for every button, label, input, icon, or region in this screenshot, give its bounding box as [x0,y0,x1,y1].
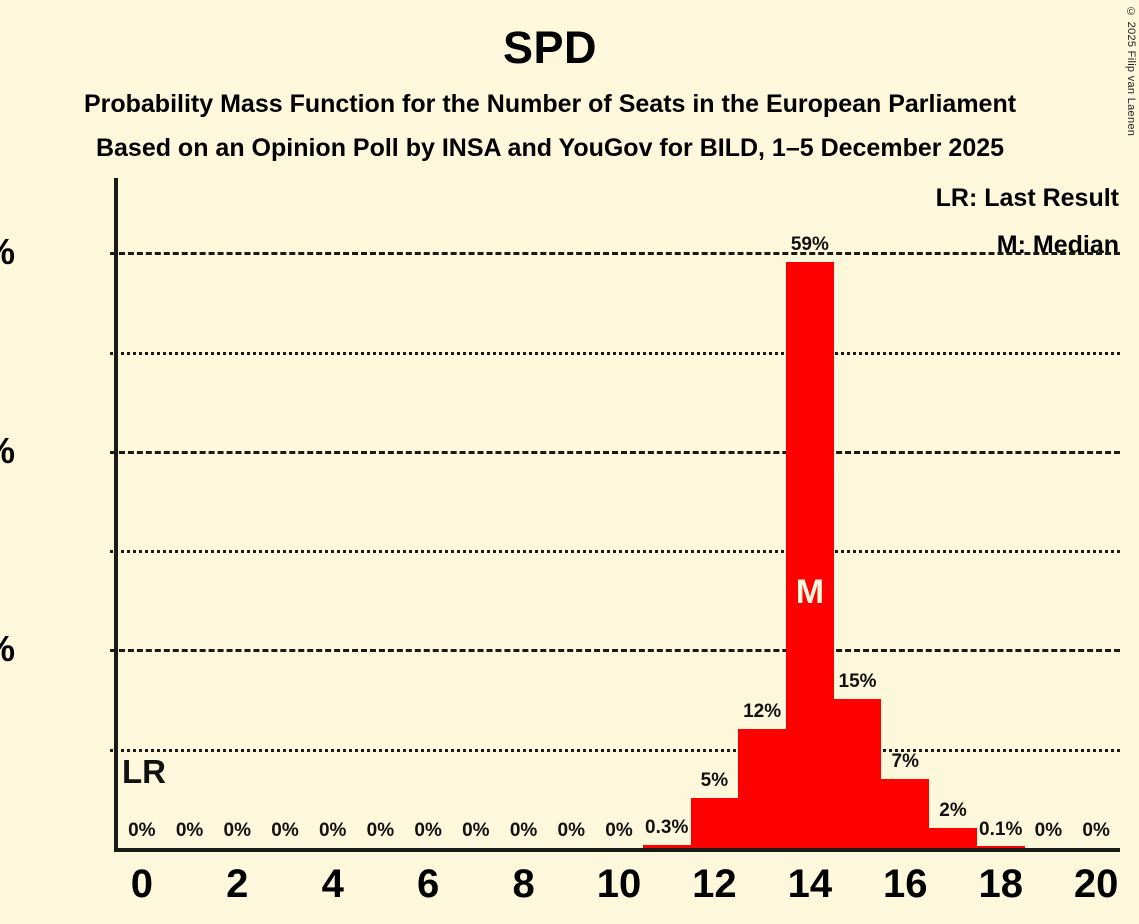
y-tick-label: 60% [0,231,15,273]
bar-value-label: 59% [790,234,829,256]
bar-value-label: 0% [605,820,633,841]
y-tick-label: 20% [0,628,15,670]
bar-value-label: 5% [700,770,729,792]
bar-value-label: 2% [939,800,967,822]
bar-value-label: 12% [743,700,782,722]
bar-value-label: 0% [509,820,538,841]
bar-value-label: 15% [838,671,877,693]
chart-subtitle: Probability Mass Function for the Number… [83,90,1017,118]
x-tick-label: 16 [883,862,928,906]
x-tick-label: 6 [417,862,440,906]
copyright-notice: © 2025 Filip van Laenen [1125,6,1137,137]
plot-area: 0% 0% 0% 0% 0% 0% 0% 0% 0% 0% 0% 0.3% 5% 12% M 59% 15% 7%… [110,178,1120,852]
bar-value-label: 0.3% [645,817,689,839]
bar [881,778,930,848]
legend-last-result: LR: Last Result [935,184,1119,212]
gridline-minor [110,748,1120,752]
gridline-major [110,649,1120,653]
x-tick-label: 10 [596,862,642,906]
x-axis-line [114,848,1120,852]
bar-value-label: 0% [175,820,204,841]
gridline-minor [110,351,1120,355]
bar-value-label: 0% [1082,820,1110,841]
x-tick-label: 4 [321,862,344,906]
bar [929,828,977,848]
bar-value-label: 0% [318,820,347,841]
x-tick-label: 20 [1073,862,1119,906]
title-block: SPD Probability Mass Function for the Nu… [0,0,1100,163]
bar-value-label: 0% [223,820,251,841]
bar [833,699,882,848]
bar [642,845,691,848]
page-title: SPD [502,22,598,73]
bar-value-label: 0.1% [979,819,1023,840]
x-tick-label: 12 [692,862,737,906]
gridline-minor [110,550,1120,554]
bar-value-label: 0% [1034,820,1063,841]
last-result-marker: LR [122,752,166,790]
bar [738,728,786,848]
x-tick-label: 8 [512,862,535,906]
chart-source-caption: Based on an Opinion Poll by INSA and You… [95,134,1005,162]
bar: M [786,262,834,848]
gridline-major [110,450,1120,454]
x-tick-label: 2 [226,862,249,906]
bar [976,846,1025,848]
y-tick-label: 40% [0,430,15,472]
bar-value-label: 7% [891,750,919,772]
gridline-major [110,252,1120,256]
bar [690,798,739,848]
median-marker: M [795,573,825,611]
x-tick-label: 14 [787,862,833,906]
x-tick-label: 0 [130,862,153,906]
x-tick-label: 18 [978,862,1023,906]
bar-value-label: 0% [462,820,490,841]
bar-value-label: 0% [414,820,442,841]
bar-value-label: 0% [557,820,585,841]
bar-value-label: 0% [271,820,299,841]
bar-value-label: 0% [366,820,395,841]
bar-value-label: 0% [128,820,156,841]
y-axis-line [114,178,118,851]
